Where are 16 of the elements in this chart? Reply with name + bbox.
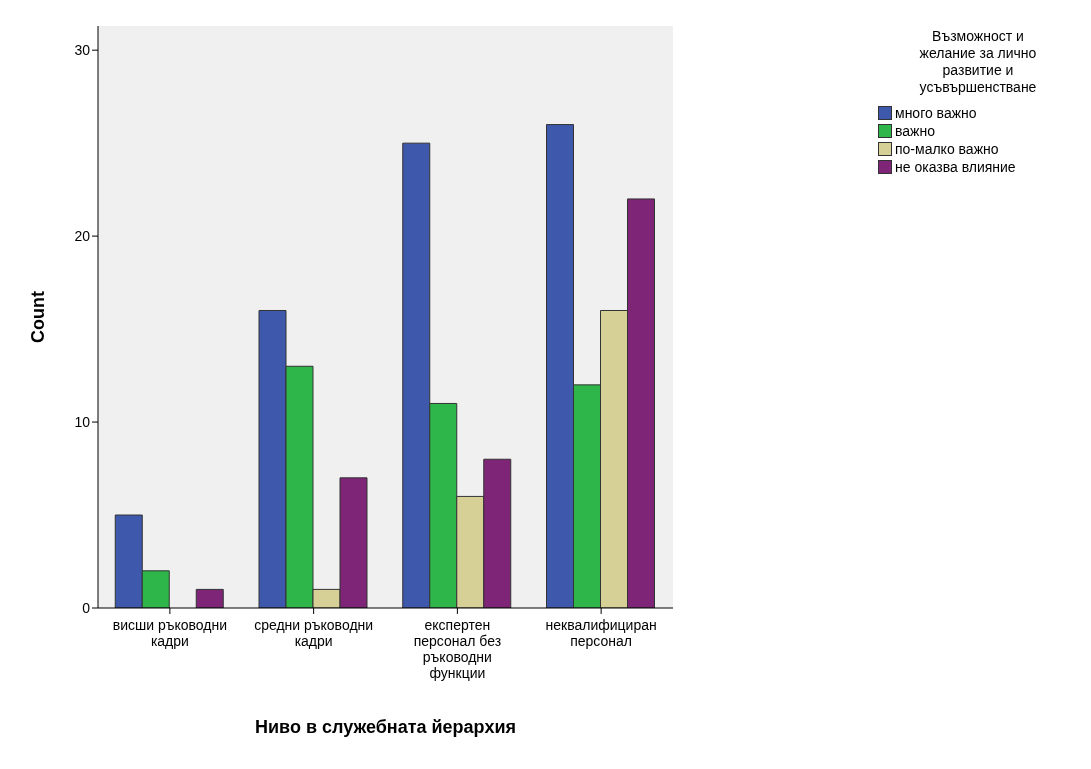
x-axis-title: Ниво в служебната йерархия (255, 717, 516, 737)
legend-label: по-малко важно (895, 141, 999, 157)
y-tick-label: 0 (82, 599, 91, 616)
x-tick-label: висши ръководни кадри (112, 617, 228, 649)
y-axis-title: Count (28, 291, 49, 343)
legend-label: важно (895, 123, 935, 139)
legend-label: много важно (895, 105, 977, 121)
legend-title: Възможност и желание за лично развитие и усъвършенстване (918, 28, 1038, 96)
x-tick-label: неквалифициран персонал (545, 617, 657, 649)
x-tick-label: средни ръководни кадри (254, 617, 374, 649)
y-tick-label: 30 (74, 42, 91, 59)
y-tick-label: 10 (74, 414, 91, 431)
legend-label: не оказва влияние (895, 159, 1016, 175)
x-tick-label: експертен персонал без ръководни функции (413, 617, 502, 681)
y-tick-label: 20 (74, 228, 91, 245)
bar (195, 588, 224, 608)
